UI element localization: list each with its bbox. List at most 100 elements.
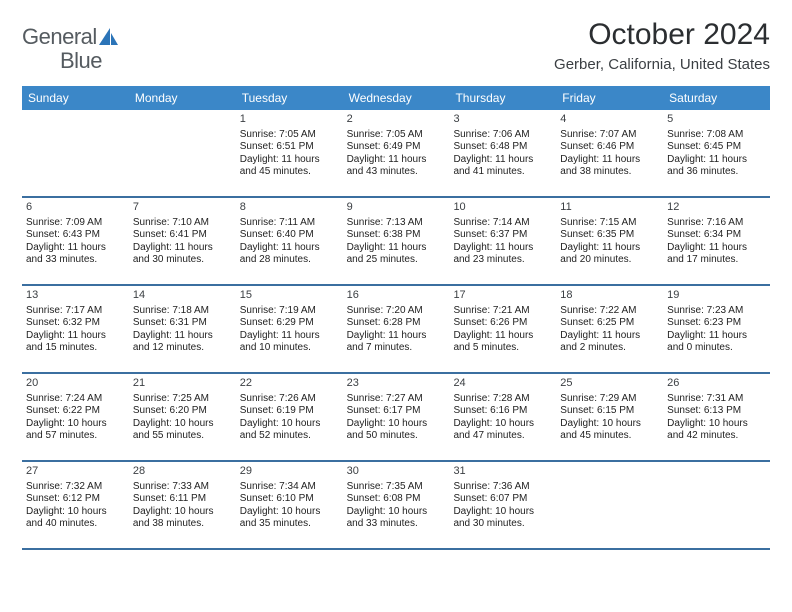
- daylight-text: and 20 minutes.: [560, 254, 659, 267]
- daylight-text: Daylight: 11 hours: [240, 242, 339, 255]
- sunset-text: Sunset: 6:23 PM: [667, 317, 766, 330]
- day-number: 29: [240, 465, 339, 479]
- day-cell: 6Sunrise: 7:09 AMSunset: 6:43 PMDaylight…: [22, 198, 129, 284]
- day-cell: 2Sunrise: 7:05 AMSunset: 6:49 PMDaylight…: [343, 110, 450, 196]
- daylight-text: and 28 minutes.: [240, 254, 339, 267]
- daylight-text: Daylight: 11 hours: [240, 330, 339, 343]
- daylight-text: Daylight: 11 hours: [667, 330, 766, 343]
- sunset-text: Sunset: 6:19 PM: [240, 405, 339, 418]
- day-number: 7: [133, 201, 232, 215]
- sunrise-text: Sunrise: 7:29 AM: [560, 393, 659, 406]
- week-row: 20Sunrise: 7:24 AMSunset: 6:22 PMDayligh…: [22, 374, 770, 462]
- dow-sun: Sunday: [22, 86, 129, 110]
- sunset-text: Sunset: 6:43 PM: [26, 229, 125, 242]
- day-number: 28: [133, 465, 232, 479]
- sunrise-text: Sunrise: 7:16 AM: [667, 217, 766, 230]
- sunset-text: Sunset: 6:12 PM: [26, 493, 125, 506]
- dow-wed: Wednesday: [343, 86, 450, 110]
- sunrise-text: Sunrise: 7:32 AM: [26, 481, 125, 494]
- sunrise-text: Sunrise: 7:11 AM: [240, 217, 339, 230]
- page-header: GeneralBlue October 2024 Gerber, Califor…: [22, 18, 770, 78]
- day-number: 22: [240, 377, 339, 391]
- page-title: October 2024: [554, 18, 770, 52]
- sunset-text: Sunset: 6:11 PM: [133, 493, 232, 506]
- day-cell: 24Sunrise: 7:28 AMSunset: 6:16 PMDayligh…: [449, 374, 556, 460]
- day-number: 2: [347, 113, 446, 127]
- sunrise-text: Sunrise: 7:06 AM: [453, 129, 552, 142]
- sunset-text: Sunset: 6:45 PM: [667, 141, 766, 154]
- daylight-text: Daylight: 11 hours: [560, 242, 659, 255]
- daylight-text: Daylight: 11 hours: [347, 242, 446, 255]
- day-number: 23: [347, 377, 446, 391]
- day-number: 14: [133, 289, 232, 303]
- day-number: 30: [347, 465, 446, 479]
- sunset-text: Sunset: 6:38 PM: [347, 229, 446, 242]
- day-number: 21: [133, 377, 232, 391]
- calendar-page: GeneralBlue October 2024 Gerber, Califor…: [0, 0, 792, 560]
- sunrise-text: Sunrise: 7:05 AM: [347, 129, 446, 142]
- day-number: 6: [26, 201, 125, 215]
- day-number: 13: [26, 289, 125, 303]
- day-cell: [22, 110, 129, 196]
- sunrise-text: Sunrise: 7:25 AM: [133, 393, 232, 406]
- sunset-text: Sunset: 6:37 PM: [453, 229, 552, 242]
- sunset-text: Sunset: 6:08 PM: [347, 493, 446, 506]
- sunset-text: Sunset: 6:13 PM: [667, 405, 766, 418]
- day-number: 17: [453, 289, 552, 303]
- daylight-text: Daylight: 11 hours: [560, 154, 659, 167]
- daylight-text: and 55 minutes.: [133, 430, 232, 443]
- day-number: 1: [240, 113, 339, 127]
- day-cell: 31Sunrise: 7:36 AMSunset: 6:07 PMDayligh…: [449, 462, 556, 548]
- sunset-text: Sunset: 6:31 PM: [133, 317, 232, 330]
- sunrise-text: Sunrise: 7:21 AM: [453, 305, 552, 318]
- day-cell: 11Sunrise: 7:15 AMSunset: 6:35 PMDayligh…: [556, 198, 663, 284]
- day-number: 20: [26, 377, 125, 391]
- sunset-text: Sunset: 6:10 PM: [240, 493, 339, 506]
- sunrise-text: Sunrise: 7:18 AM: [133, 305, 232, 318]
- sunrise-text: Sunrise: 7:09 AM: [26, 217, 125, 230]
- logo-text-general: General: [22, 24, 97, 49]
- dow-tue: Tuesday: [236, 86, 343, 110]
- day-cell: 12Sunrise: 7:16 AMSunset: 6:34 PMDayligh…: [663, 198, 770, 284]
- daylight-text: and 50 minutes.: [347, 430, 446, 443]
- daylight-text: Daylight: 10 hours: [347, 506, 446, 519]
- dow-fri: Friday: [556, 86, 663, 110]
- location-subtitle: Gerber, California, United States: [554, 56, 770, 73]
- logo-text-blue: Blue: [60, 48, 102, 73]
- day-number: 11: [560, 201, 659, 215]
- sunrise-text: Sunrise: 7:07 AM: [560, 129, 659, 142]
- day-cell: [663, 462, 770, 548]
- daylight-text: Daylight: 10 hours: [133, 506, 232, 519]
- sunrise-text: Sunrise: 7:08 AM: [667, 129, 766, 142]
- daylight-text: Daylight: 10 hours: [347, 418, 446, 431]
- sunset-text: Sunset: 6:17 PM: [347, 405, 446, 418]
- daylight-text: and 2 minutes.: [560, 342, 659, 355]
- daylight-text: and 30 minutes.: [453, 518, 552, 531]
- daylight-text: and 15 minutes.: [26, 342, 125, 355]
- daylight-text: and 5 minutes.: [453, 342, 552, 355]
- daylight-text: and 23 minutes.: [453, 254, 552, 267]
- daylight-text: and 7 minutes.: [347, 342, 446, 355]
- sunrise-text: Sunrise: 7:22 AM: [560, 305, 659, 318]
- daylight-text: Daylight: 11 hours: [667, 154, 766, 167]
- daylight-text: and 30 minutes.: [133, 254, 232, 267]
- day-cell: 14Sunrise: 7:18 AMSunset: 6:31 PMDayligh…: [129, 286, 236, 372]
- sunset-text: Sunset: 6:29 PM: [240, 317, 339, 330]
- week-row: 13Sunrise: 7:17 AMSunset: 6:32 PMDayligh…: [22, 286, 770, 374]
- sunrise-text: Sunrise: 7:23 AM: [667, 305, 766, 318]
- daylight-text: and 45 minutes.: [240, 166, 339, 179]
- sunset-text: Sunset: 6:46 PM: [560, 141, 659, 154]
- sunset-text: Sunset: 6:34 PM: [667, 229, 766, 242]
- sunrise-text: Sunrise: 7:10 AM: [133, 217, 232, 230]
- day-cell: 9Sunrise: 7:13 AMSunset: 6:38 PMDaylight…: [343, 198, 450, 284]
- daylight-text: and 42 minutes.: [667, 430, 766, 443]
- day-number: 9: [347, 201, 446, 215]
- sunset-text: Sunset: 6:35 PM: [560, 229, 659, 242]
- daylight-text: Daylight: 10 hours: [26, 418, 125, 431]
- sunrise-text: Sunrise: 7:17 AM: [26, 305, 125, 318]
- daylight-text: and 43 minutes.: [347, 166, 446, 179]
- day-number: 18: [560, 289, 659, 303]
- sunset-text: Sunset: 6:51 PM: [240, 141, 339, 154]
- daylight-text: and 0 minutes.: [667, 342, 766, 355]
- daylight-text: Daylight: 11 hours: [560, 330, 659, 343]
